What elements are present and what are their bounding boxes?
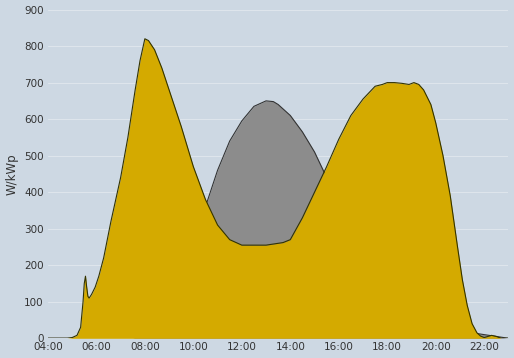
Y-axis label: W/kWp: W/kWp <box>6 153 19 195</box>
